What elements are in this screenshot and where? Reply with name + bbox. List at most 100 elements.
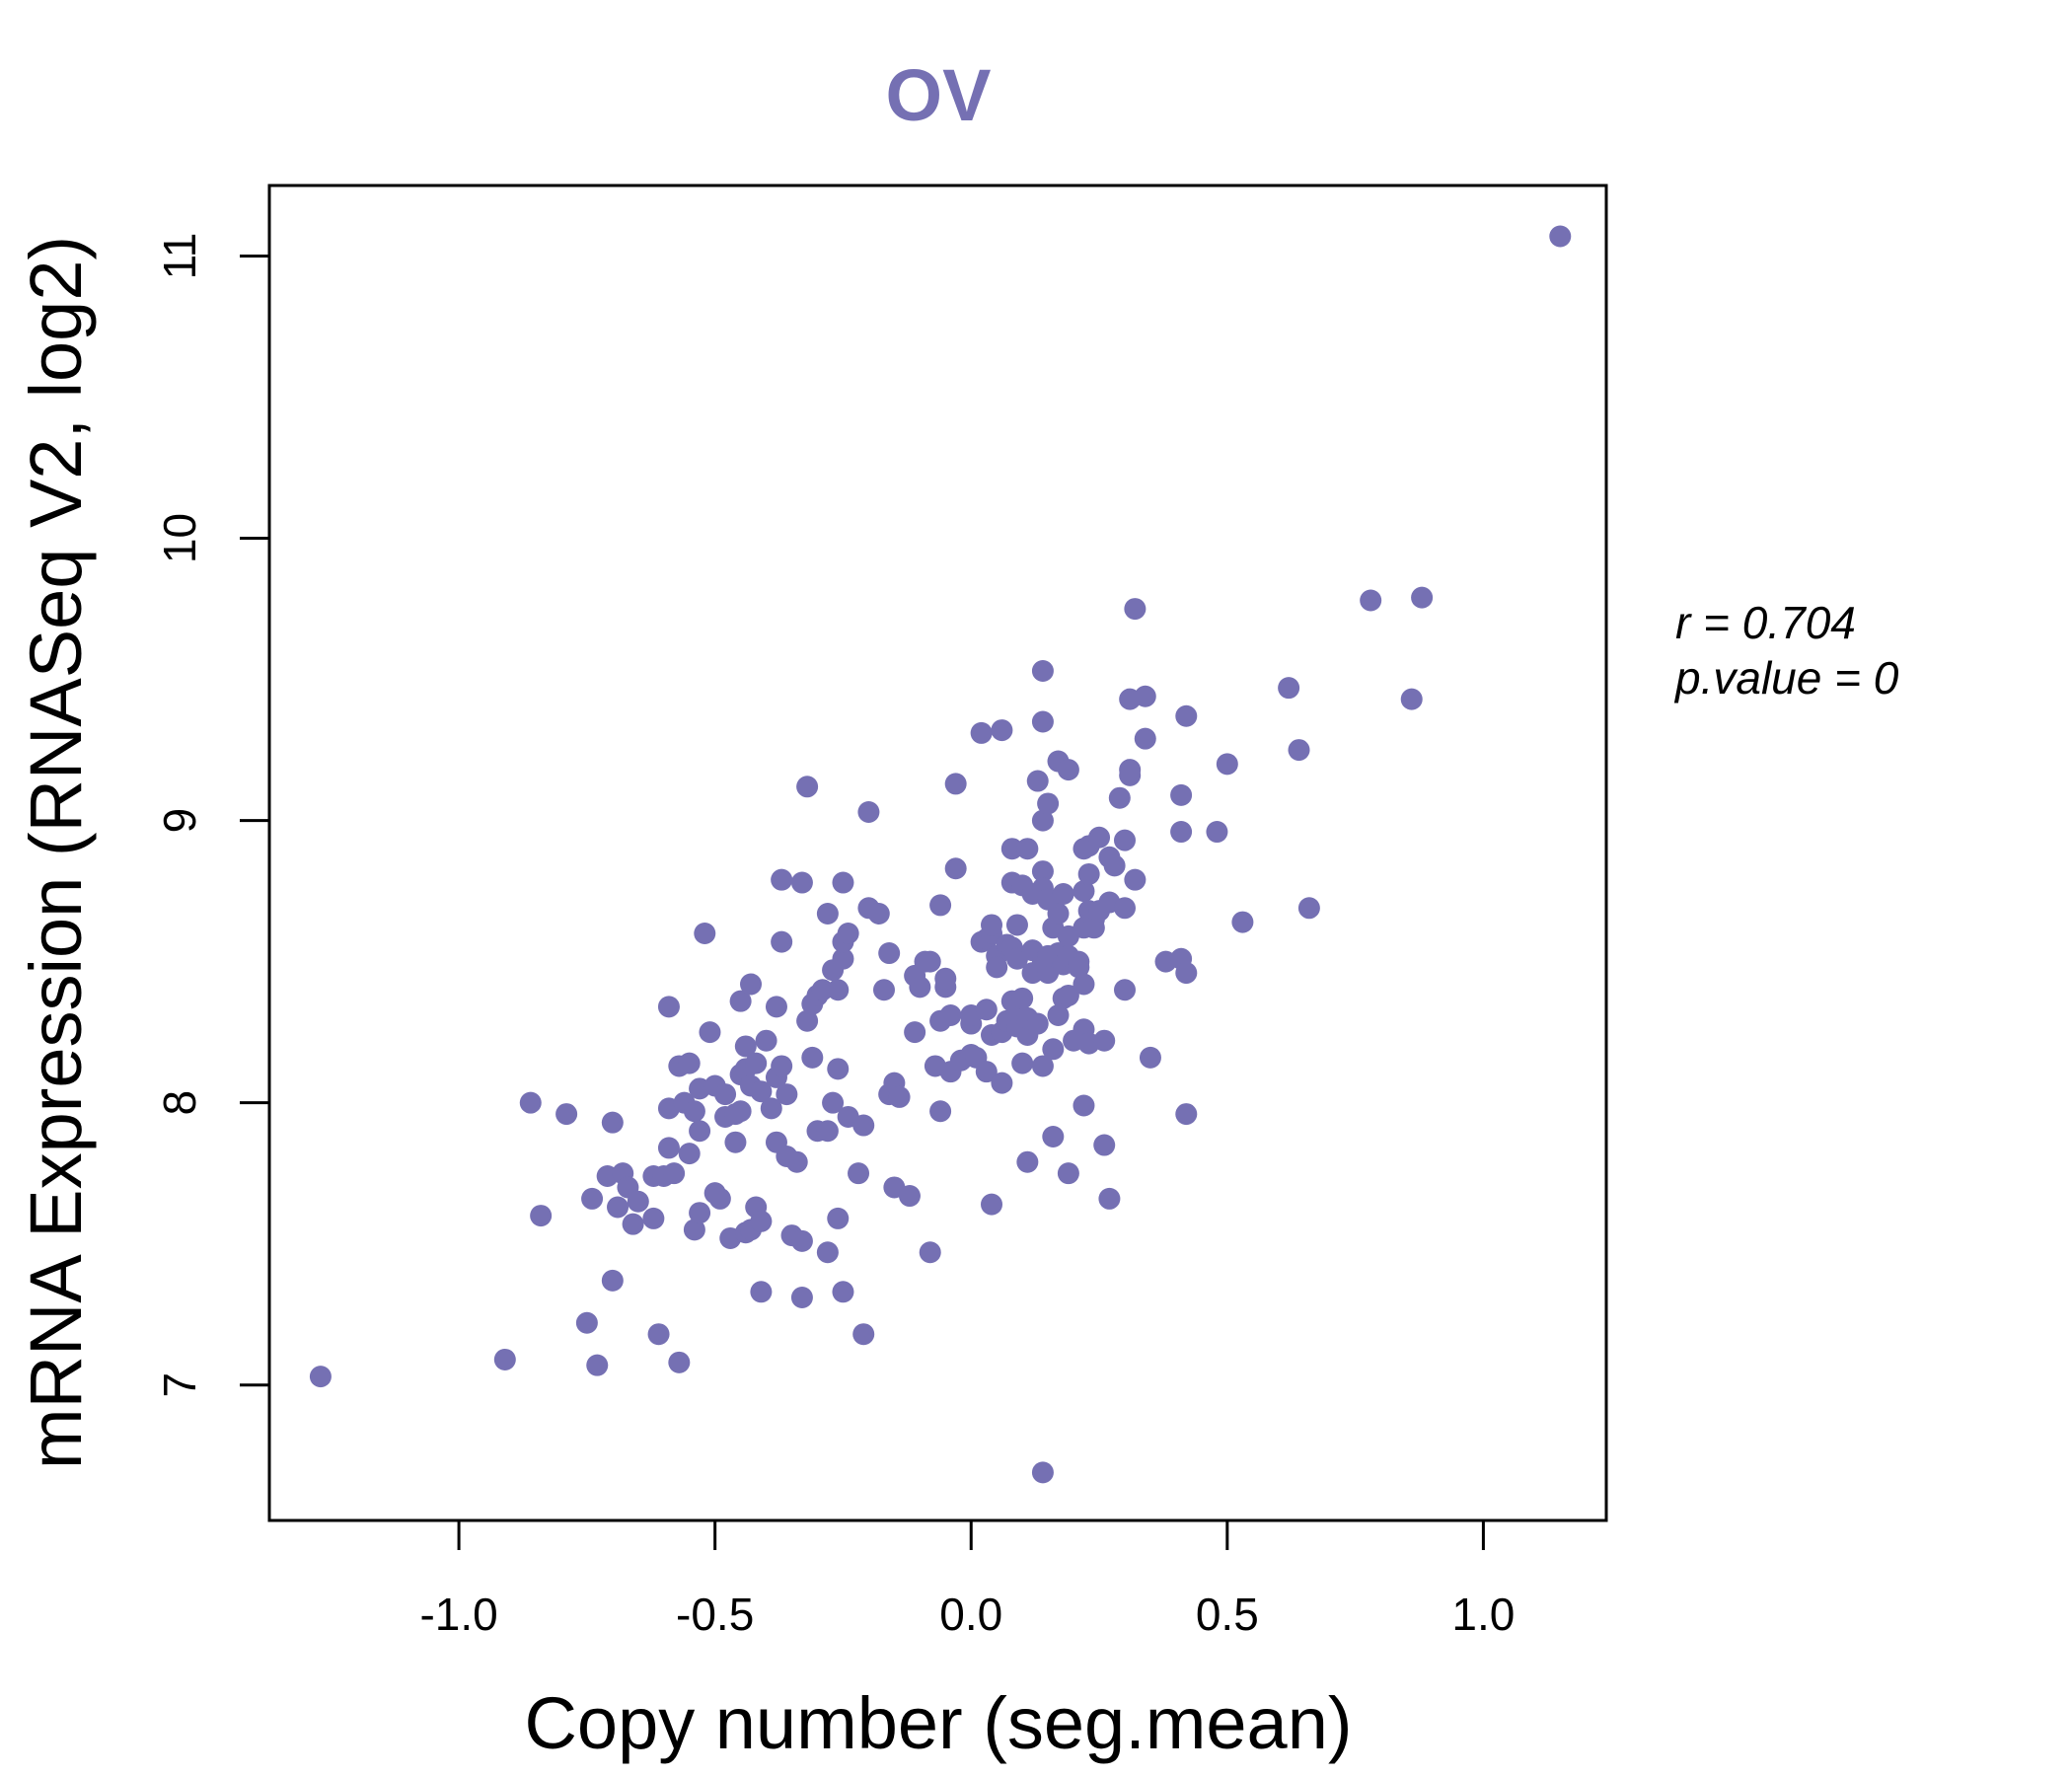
data-point: [981, 1193, 1003, 1216]
data-point: [1000, 838, 1023, 860]
data-point: [1170, 783, 1193, 806]
data-point: [1124, 868, 1147, 891]
y-tick-label: 10: [154, 513, 205, 563]
data-point: [708, 1187, 731, 1210]
data-point: [816, 903, 839, 925]
data-point: [1016, 838, 1039, 860]
data-point: [683, 1100, 705, 1123]
y-axis-title: mRNA Expression (RNASeq V2, log2): [15, 236, 97, 1469]
data-point: [975, 1061, 998, 1083]
data-point: [586, 1354, 609, 1376]
data-point: [729, 990, 752, 1012]
data-point: [657, 1137, 680, 1159]
data-point: [714, 1083, 737, 1106]
data-point: [1113, 897, 1136, 920]
data-point: [1057, 759, 1079, 781]
data-point: [1031, 860, 1054, 883]
data-point: [785, 1150, 808, 1173]
data-point: [816, 1241, 839, 1264]
data-point: [1134, 727, 1156, 750]
data-point: [724, 1131, 747, 1153]
data-point: [555, 1103, 578, 1126]
data-points: [309, 225, 1572, 1484]
data-point: [750, 1080, 773, 1103]
data-point: [601, 1111, 624, 1134]
data-point: [1011, 1052, 1034, 1074]
data-point: [1026, 1012, 1049, 1035]
data-point: [944, 773, 967, 795]
data-point: [1068, 956, 1090, 979]
x-tick-label: 0.0: [939, 1589, 1002, 1640]
data-point: [929, 1100, 952, 1123]
data-point: [1093, 1134, 1116, 1156]
data-point: [878, 942, 901, 965]
data-point: [699, 1021, 721, 1044]
data-point: [857, 801, 880, 824]
data-point: [816, 1120, 839, 1143]
data-point: [729, 1100, 752, 1123]
data-point: [848, 1162, 870, 1185]
data-point: [929, 894, 952, 917]
data-point: [668, 1351, 691, 1373]
data-point: [1047, 1003, 1070, 1026]
data-point: [683, 1219, 705, 1241]
data-point: [642, 1207, 665, 1229]
y-tick-label: 11: [154, 233, 205, 280]
data-point: [1124, 598, 1147, 621]
x-tick-label: -1.0: [419, 1589, 497, 1640]
data-point: [1057, 1162, 1079, 1185]
data-point: [734, 1035, 757, 1058]
data-point: [827, 1058, 850, 1080]
x-tick-label: -0.5: [676, 1589, 754, 1640]
data-point: [790, 1229, 813, 1252]
data-point: [822, 1091, 845, 1114]
data-point: [689, 1120, 711, 1143]
data-point: [801, 1046, 824, 1069]
data-point: [1057, 984, 1079, 1006]
data-point: [970, 721, 993, 744]
data-point: [663, 1162, 686, 1185]
data-point: [1175, 962, 1198, 985]
data-point: [1113, 829, 1136, 851]
data-point: [832, 1281, 854, 1303]
data-point: [1216, 753, 1238, 776]
data-point: [657, 996, 680, 1018]
data-point: [740, 973, 763, 996]
data-point: [689, 1202, 711, 1224]
data-point: [1016, 1150, 1039, 1173]
data-point: [1119, 764, 1142, 786]
data-point: [1360, 589, 1382, 612]
p-value-label: p.value = 0: [1673, 652, 1899, 703]
data-point: [771, 1055, 793, 1077]
data-point: [991, 1072, 1013, 1094]
data-point: [1411, 586, 1434, 609]
x-tick-label: 0.5: [1196, 1589, 1259, 1640]
data-point: [796, 1009, 819, 1032]
data-point: [607, 1196, 629, 1219]
data-point: [530, 1205, 553, 1227]
data-point: [852, 1114, 875, 1137]
data-point: [872, 979, 895, 1001]
data-point: [1088, 826, 1111, 849]
data-point: [1077, 862, 1100, 885]
data-point: [1082, 917, 1105, 939]
data-point: [1297, 897, 1320, 920]
data-point: [827, 979, 850, 1001]
data-point: [771, 930, 793, 953]
data-point: [694, 923, 716, 945]
data-point: [755, 1029, 777, 1052]
correlation-label: r = 0.704: [1675, 597, 1856, 648]
data-point: [944, 857, 967, 880]
data-point: [760, 1097, 782, 1120]
data-point: [493, 1348, 516, 1370]
data-point: [1052, 882, 1074, 905]
data-point: [919, 1241, 941, 1264]
data-point: [934, 967, 957, 990]
data-point: [888, 1085, 911, 1108]
data-point: [832, 871, 854, 894]
data-point: [771, 868, 793, 891]
data-point: [519, 1091, 542, 1114]
data-point: [1175, 704, 1198, 727]
data-point: [796, 776, 819, 798]
